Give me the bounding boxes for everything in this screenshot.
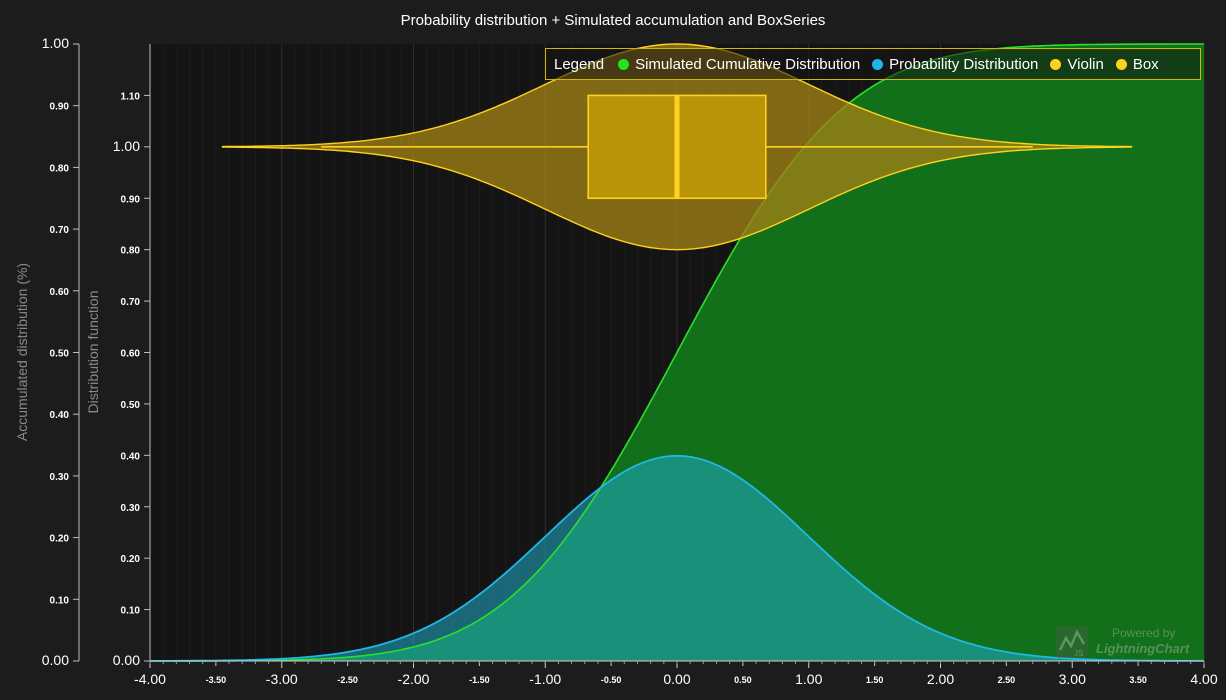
inner-axis-title: Distribution function xyxy=(85,291,101,414)
legend-entry-box[interactable]: Box xyxy=(1115,55,1159,73)
x-tick-label: -4.00 xyxy=(134,671,166,687)
inner-y-tick-label: 0.00 xyxy=(113,652,140,668)
x-tick-label: 4.00 xyxy=(1190,671,1217,687)
legend: Legend Simulated Cumulative Distribution… xyxy=(545,48,1201,80)
tick-labels: -4.00 -3.00 -2.00 -1.00 0.00 1.00 2.00 3.00 4.00… xyxy=(42,35,1218,687)
left-y-tick-label: 0.60 xyxy=(50,287,70,298)
x-tick-label: -1.00 xyxy=(529,671,561,687)
legend-entry-probability[interactable]: Probability Distribution xyxy=(872,56,1038,73)
chart-title: Probability distribution + Simulated acc… xyxy=(401,12,826,29)
inner-y-tick-label: 0.20 xyxy=(121,554,141,565)
inner-y-tick-label: 0.70 xyxy=(121,297,141,308)
x-minor-tick-label: -3.50 xyxy=(206,675,227,685)
cumulative-line xyxy=(150,43,1204,662)
legend-entry-cumulative[interactable]: Simulated Cumulative Distribution xyxy=(618,56,860,73)
watermark-line2: LightningChart xyxy=(1096,641,1190,656)
left-y-tick-label: 0.80 xyxy=(50,163,70,174)
axes xyxy=(73,43,1205,668)
left-y-tick-label: 0.30 xyxy=(50,472,70,483)
legend-label-probability: Probability Distribution xyxy=(889,55,1039,73)
probability-area xyxy=(150,455,1204,661)
legend-label-cumulative: Simulated Cumulative Distribution xyxy=(635,55,861,73)
x-minor-tick-label: 2.50 xyxy=(998,675,1016,685)
x-tick-label: 2.00 xyxy=(927,671,954,687)
left-y-tick-label: 0.20 xyxy=(50,534,70,545)
x-minor-tick-label: -2.50 xyxy=(337,675,358,685)
legend-dot-probability xyxy=(872,58,884,70)
inner-y-tick-label: 0.80 xyxy=(121,246,141,257)
inner-y-tick-label: 1.10 xyxy=(121,91,141,102)
left-axis-title: Accumulated distribution (%) xyxy=(14,263,30,441)
x-tick-label: 3.00 xyxy=(1059,671,1086,687)
left-y-tick-label: 0.10 xyxy=(50,595,70,606)
inner-y-tick-label: 0.60 xyxy=(121,349,141,360)
x-tick-label: 0.00 xyxy=(663,671,690,687)
legend-dot-cumulative xyxy=(618,58,630,70)
legend-title: Legend xyxy=(554,55,605,73)
x-tick-label: -2.00 xyxy=(398,671,430,687)
svg-text:JS: JS xyxy=(1074,649,1083,658)
inner-y-tick-label: 0.30 xyxy=(121,503,141,514)
watermark: JS Powered by LightningChart xyxy=(1056,624,1206,660)
x-minor-tick-label: 1.50 xyxy=(866,675,884,685)
series-layer xyxy=(150,43,1204,662)
legend-label-box: Box xyxy=(1132,55,1159,73)
inner-y-tick-label: 0.40 xyxy=(121,451,141,462)
lightningchart-logo-icon: JS xyxy=(1056,626,1088,658)
x-tick-label: -3.00 xyxy=(266,671,298,687)
left-y-tick-label: 0.50 xyxy=(50,349,70,360)
inner-y-tick-label: 0.10 xyxy=(121,606,141,617)
left-y-tick-label: 0.90 xyxy=(50,102,70,113)
x-tick-label: 1.00 xyxy=(795,671,822,687)
left-y-tick-label: 0.40 xyxy=(50,410,70,421)
left-y-tick-label: 1.00 xyxy=(42,35,69,51)
inner-y-tick-label: 0.90 xyxy=(121,194,141,205)
x-minor-tick-label: 3.50 xyxy=(1129,675,1147,685)
probability-line xyxy=(150,455,1204,662)
x-minor-tick-label: -0.50 xyxy=(601,675,622,685)
left-y-tick-label: 0.70 xyxy=(50,225,70,236)
inner-y-tick-label: 1.00 xyxy=(113,138,140,154)
watermark-line1: Powered by xyxy=(1112,626,1176,640)
left-y-tick-label: 0.00 xyxy=(42,652,69,668)
x-minor-tick-label: 0.50 xyxy=(734,675,752,685)
legend-dot-box xyxy=(1115,58,1127,70)
inner-y-tick-label: 0.50 xyxy=(121,400,141,411)
legend-dot-violin xyxy=(1050,58,1062,70)
x-minor-tick-label: -1.50 xyxy=(469,675,490,685)
legend-label-violin: Violin xyxy=(1067,55,1104,73)
legend-entry-violin[interactable]: Violin xyxy=(1050,55,1104,73)
